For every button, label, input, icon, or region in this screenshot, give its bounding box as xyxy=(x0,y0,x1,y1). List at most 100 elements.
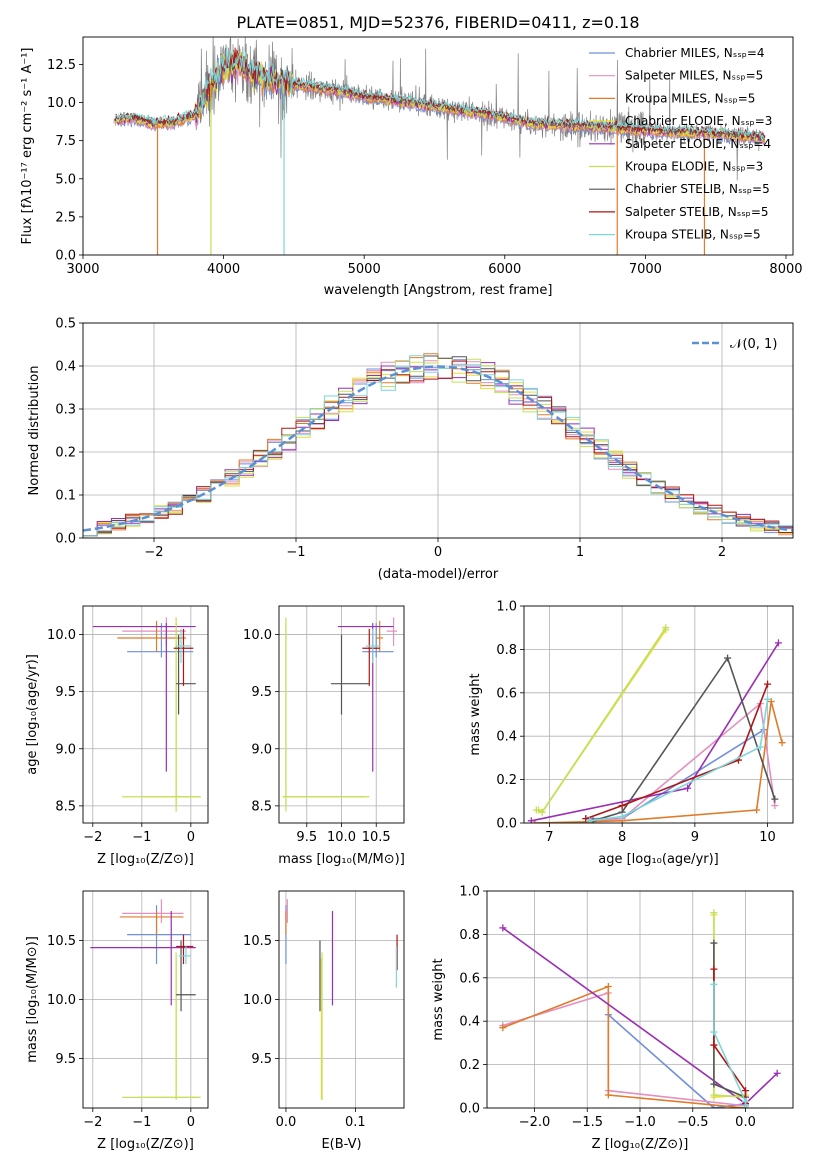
y-tick-label: 0.5 xyxy=(55,317,76,332)
series-line xyxy=(713,943,747,1106)
y-tick-label: 0.8 xyxy=(459,928,480,943)
y-tick-label: 9.5 xyxy=(251,1052,272,1067)
x-tick-label: 0.0 xyxy=(276,1115,297,1130)
series-line xyxy=(534,701,783,823)
normal-curve xyxy=(83,365,793,532)
series-line xyxy=(585,683,769,820)
series-marker xyxy=(773,1069,781,1077)
series-marker xyxy=(771,802,779,810)
chart-panel-0: 3000 4000 5000 6000 7000 8000 0.0 2.5 5.0 7.5 10.0… xyxy=(20,36,803,298)
y-tick-label: 0.0 xyxy=(496,817,517,832)
series-marker xyxy=(710,1041,718,1049)
series-line xyxy=(531,642,780,822)
plot-area xyxy=(285,899,398,1100)
series-line xyxy=(713,914,746,1099)
x-tick-label: 0 xyxy=(187,1115,195,1130)
series-marker xyxy=(710,939,718,947)
y-tick-label: 10.0 xyxy=(47,628,76,643)
legend-label: Chabrier STELIB, Nₛₛₚ=5 xyxy=(625,182,770,196)
legend-label: Kroupa STELIB, Nₛₛₚ=5 xyxy=(625,228,761,242)
series-line xyxy=(589,699,769,822)
series-marker xyxy=(753,806,761,814)
series-marker xyxy=(771,795,779,803)
y-tick-label: 8.5 xyxy=(251,799,272,814)
y-tick-label: 10.5 xyxy=(47,934,76,949)
x-tick-label: −2 xyxy=(83,830,102,845)
histogram-kroupa-stelib xyxy=(83,355,793,537)
series-line xyxy=(502,991,747,1108)
series-marker xyxy=(684,784,692,792)
x-tick-label: −1 xyxy=(286,545,305,560)
y-tick-label: 10.5 xyxy=(243,934,272,949)
x-tick-label: 8 xyxy=(618,830,626,845)
x-tick-label: 7000 xyxy=(629,262,662,277)
series-marker xyxy=(532,806,540,814)
x-tick-label: −1 xyxy=(132,1115,151,1130)
y-tick-label: 0.4 xyxy=(496,730,517,745)
series-marker xyxy=(618,812,626,820)
series-line xyxy=(593,702,776,822)
series-marker xyxy=(618,802,626,810)
model-spectrum-kroupa-stelib xyxy=(114,46,766,140)
y-tick-label: 0.6 xyxy=(459,971,480,986)
series-marker xyxy=(710,1080,718,1088)
chart-panel-6: 0.0 0.1 9.5 10.0 10.5 E(B-V) xyxy=(243,890,405,1152)
series-marker xyxy=(710,1091,718,1099)
legend-label: Salpeter MILES, Nₛₛₚ=5 xyxy=(625,69,763,83)
y-axis-label: Normed distribution xyxy=(27,366,42,496)
x-axis-label: E(B-V) xyxy=(321,1137,361,1152)
x-tick-label: −2 xyxy=(144,545,163,560)
x-tick-label: −1 xyxy=(132,830,151,845)
x-tick-label: 0.1 xyxy=(345,1115,366,1130)
chart-panel-5: −2 −1 0 9.5 10.0 10.5 Z [log₁₀(Z/Z⊙)] mass [log… xyxy=(25,890,209,1152)
plot-area xyxy=(83,353,793,537)
chart-panel-1: −2 −1 0 1 2 0.0 0.1 0.2 0.3 0.4 0.5 (data-model)/er… xyxy=(27,317,794,582)
x-tick-label: 9.5 xyxy=(296,830,317,845)
series-marker xyxy=(767,697,775,705)
y-tick-label: 9.5 xyxy=(55,1052,76,1067)
series-line xyxy=(502,985,747,1108)
plot-area xyxy=(499,909,781,1108)
series-marker xyxy=(764,695,772,703)
chart-title: PLATE=0851, MJD=52376, FIBERID=0411, z=0… xyxy=(236,13,639,32)
y-tick-label: 0.1 xyxy=(55,489,76,504)
plot-area xyxy=(92,617,201,812)
series-marker xyxy=(538,808,546,816)
y-tick-label: 0.3 xyxy=(55,403,76,418)
y-axis-label: mass [log₁₀(M/M⊙)] xyxy=(25,936,40,1063)
y-axis-label: mass weight xyxy=(468,673,483,755)
y-tick-label: 9.5 xyxy=(251,685,272,700)
y-tick-label: 10.0 xyxy=(243,993,272,1008)
y-axis-label: mass weight xyxy=(431,958,446,1040)
legend-label: Chabrier ELODIE, Nₛₛₚ=3 xyxy=(625,114,772,128)
y-tick-label: 0.0 xyxy=(459,1102,480,1117)
y-tick-label: 2.5 xyxy=(55,210,76,225)
x-axis-label: (data-model)/error xyxy=(378,567,499,582)
series-line xyxy=(713,912,746,1098)
histogram-chabrier-stelib xyxy=(83,355,793,537)
axes-frame xyxy=(82,36,794,256)
y-tick-label: 9.0 xyxy=(55,742,76,757)
series-marker xyxy=(499,1024,507,1032)
series-marker xyxy=(499,924,507,932)
series-marker xyxy=(585,817,593,823)
x-axis-label: Z [log₁₀(Z/Z⊙)] xyxy=(97,852,194,867)
series-marker xyxy=(742,1102,750,1108)
x-tick-label: 4000 xyxy=(207,262,240,277)
y-tick-label: 12.5 xyxy=(47,58,76,73)
series-marker xyxy=(764,680,772,688)
y-tick-label: 10.0 xyxy=(243,628,272,643)
y-tick-label: 0.0 xyxy=(55,249,76,264)
plot-area xyxy=(282,617,398,812)
axes-frame xyxy=(82,605,209,824)
y-tick-label: 0.4 xyxy=(459,1015,480,1030)
legend-label: 𝒩(0, 1) xyxy=(730,337,777,352)
series-marker xyxy=(582,815,590,823)
x-tick-label: 0 xyxy=(434,545,442,560)
x-tick-label: 9 xyxy=(691,830,699,845)
y-tick-label: 8.5 xyxy=(55,799,76,814)
series-marker xyxy=(724,654,732,662)
legend-label: Kroupa ELODIE, Nₛₛₚ=3 xyxy=(625,160,763,174)
x-tick-label: 2 xyxy=(718,545,726,560)
series-marker xyxy=(774,639,782,647)
